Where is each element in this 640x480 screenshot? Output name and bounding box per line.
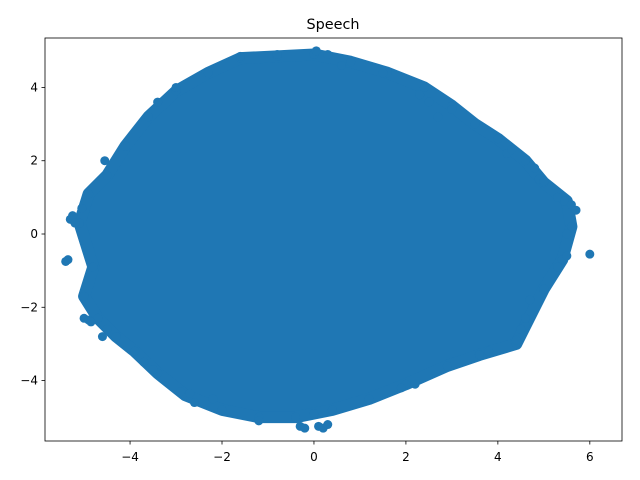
data-point (300, 423, 310, 433)
y-tick-label: 2 (30, 154, 38, 168)
data-point (189, 398, 199, 408)
data-point (84, 189, 94, 199)
data-point (63, 255, 73, 265)
data-point (484, 346, 494, 356)
data-point (507, 145, 517, 155)
data-point (208, 394, 218, 404)
data-point (102, 324, 112, 334)
x-tick-label: 0 (310, 450, 318, 464)
data-point (539, 176, 549, 186)
data-point (424, 97, 434, 107)
data-point (100, 156, 110, 166)
data-point (130, 346, 140, 356)
data-point (442, 361, 452, 371)
data-point (419, 82, 429, 92)
data-point (171, 82, 181, 92)
x-tick-label: 4 (494, 450, 502, 464)
data-point (539, 284, 549, 294)
data-point (176, 387, 186, 397)
data-point (86, 317, 96, 327)
data-point (474, 350, 484, 360)
x-tick-label: −4 (121, 450, 139, 464)
y-tick-label: 4 (30, 80, 38, 94)
data-point (254, 416, 264, 426)
data-point (323, 420, 333, 430)
data-point (272, 49, 282, 59)
data-point (235, 51, 245, 61)
data-point (560, 196, 570, 206)
y-tick-label: 0 (30, 227, 38, 241)
data-point (203, 68, 213, 78)
data-point (143, 112, 153, 122)
data-point (97, 332, 107, 342)
scatter-points (61, 46, 595, 433)
data-point (139, 357, 149, 367)
data-point (68, 211, 78, 221)
y-axis: −4 −2 0 2 4 (20, 80, 45, 388)
data-point (111, 332, 121, 342)
data-point (378, 68, 388, 78)
data-point (309, 409, 319, 419)
data-point (562, 251, 572, 261)
y-tick-label: −2 (20, 300, 38, 314)
data-point (291, 412, 301, 422)
x-tick-label: 2 (402, 450, 410, 464)
point-cloud-body (73, 48, 578, 424)
data-point (585, 249, 595, 259)
data-point (415, 90, 425, 100)
data-point (470, 119, 480, 129)
data-point (311, 46, 321, 56)
data-point (70, 218, 80, 228)
data-point (153, 97, 163, 107)
chart-title: Speech (306, 17, 359, 33)
data-point (553, 192, 563, 202)
data-point (447, 104, 457, 114)
data-point (530, 163, 540, 173)
data-point (93, 313, 103, 323)
data-point (410, 379, 420, 389)
data-point (323, 49, 333, 59)
point-cloud (73, 48, 578, 424)
data-point (148, 365, 158, 375)
data-point (566, 222, 576, 232)
data-point (553, 262, 563, 272)
data-point (571, 205, 581, 215)
x-tick-label: −2 (213, 450, 231, 464)
data-point (346, 57, 356, 67)
data-point (77, 203, 87, 213)
data-point (433, 112, 443, 122)
data-point (337, 60, 347, 70)
data-point (493, 134, 503, 144)
data-point (520, 313, 530, 323)
data-point (562, 229, 572, 239)
data-point (327, 405, 337, 415)
y-tick-label: −4 (20, 374, 38, 388)
data-point (520, 156, 530, 166)
plot-frame (44, 37, 623, 442)
x-axis: −4 −2 0 2 4 6 (121, 441, 594, 464)
x-tick-label: 6 (586, 450, 594, 464)
data-point (525, 295, 535, 305)
data-point (516, 324, 526, 334)
data-point (396, 383, 406, 393)
data-point (120, 141, 130, 151)
data-point (88, 262, 98, 272)
data-point (79, 291, 89, 301)
data-point (217, 405, 227, 415)
data-point (102, 170, 112, 180)
data-point (364, 394, 374, 404)
data-point (185, 388, 195, 398)
data-point (511, 335, 521, 345)
